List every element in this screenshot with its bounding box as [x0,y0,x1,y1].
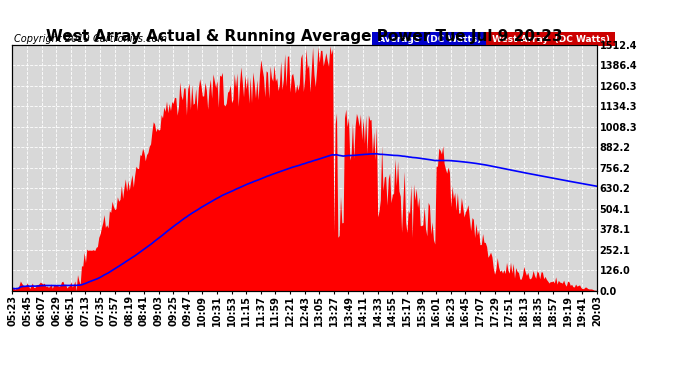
Title: West Array Actual & Running Average Power Tue Jul 9 20:23: West Array Actual & Running Average Powe… [46,29,563,44]
Text: Copyright 2019 Cartronics.com: Copyright 2019 Cartronics.com [14,34,166,44]
Text: West Array  (DC Watts): West Array (DC Watts) [489,35,613,44]
Text: Average  (DC Watts): Average (DC Watts) [375,35,484,44]
